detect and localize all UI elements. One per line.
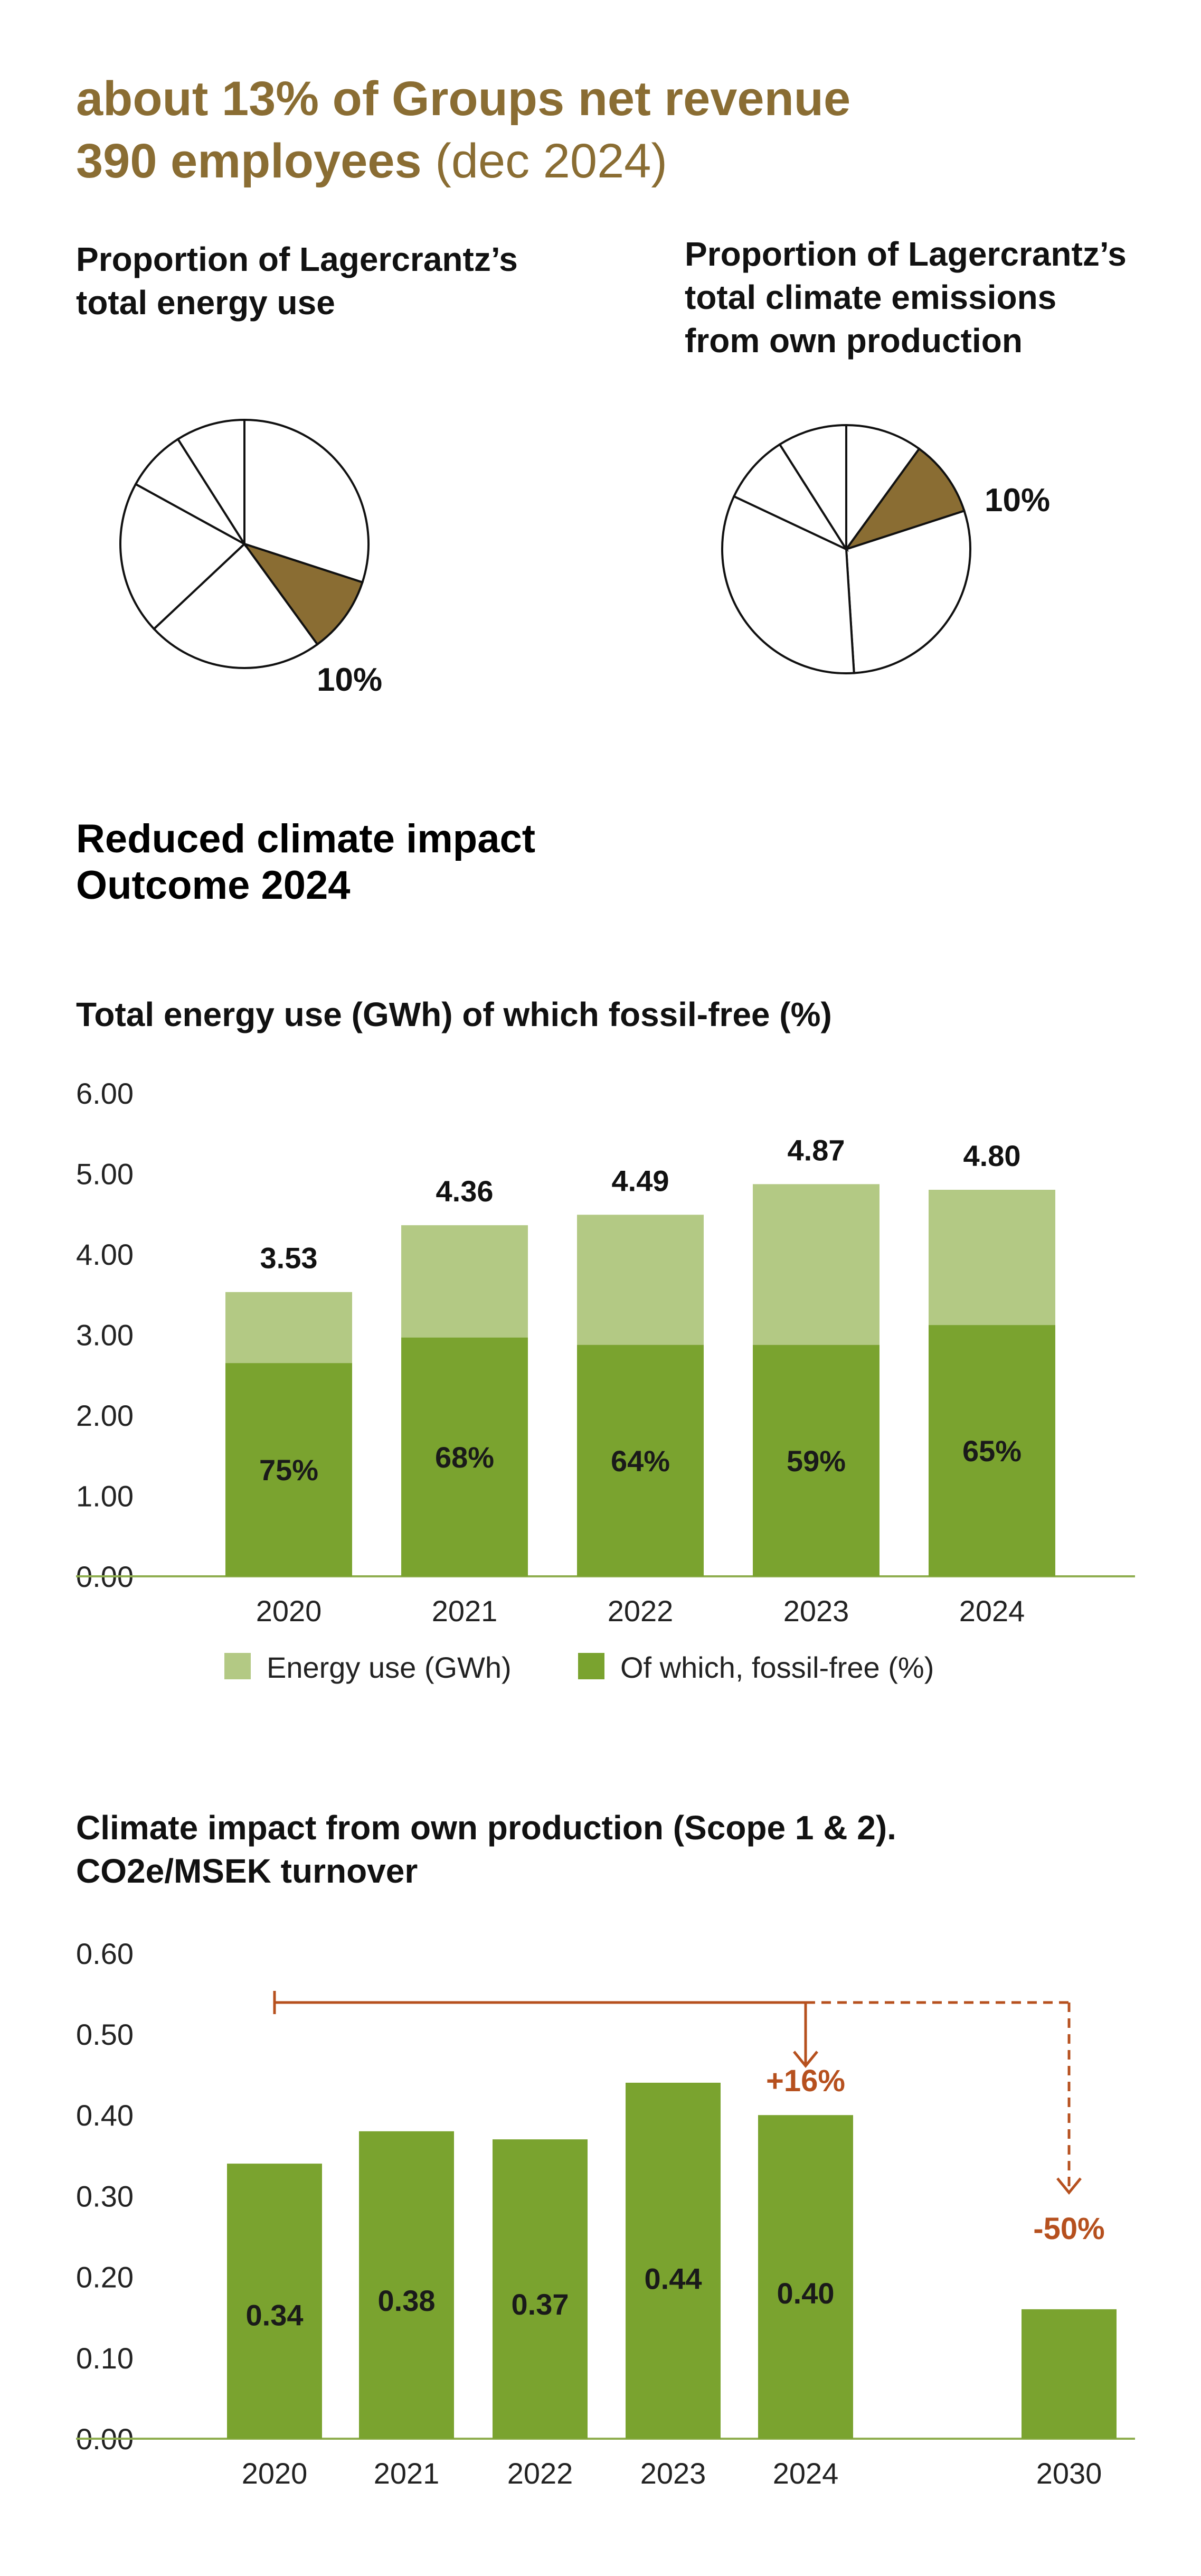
x-tick-label: 2021 [374,2457,440,2490]
y-tick-label: 4.00 [76,1238,134,1271]
y-tick-label: 0.40 [76,2099,134,2132]
y-tick-label: 0.30 [76,2179,134,2213]
energy-total-label: 4.87 [788,1133,845,1167]
pie-slice [243,418,370,584]
y-tick-label: 2.00 [76,1399,134,1432]
y-tick-label: 0.20 [76,2261,134,2294]
climate-bar [626,2082,721,2439]
pie-chart-emissions: 10% [721,424,1050,674]
target-2030-label: -50% [1033,2212,1104,2246]
x-tick-label: 2022 [608,1594,674,1628]
headline-employees: 390 employees (dec 2024) [76,130,850,192]
x-tick-label: 2024 [773,2457,839,2490]
y-tick-label: 5.00 [76,1158,134,1191]
x-tick-label: 2030 [1036,2457,1102,2490]
section-title-line: Outcome 2024 [76,863,351,908]
pie-right-title-line: total climate emissions [685,278,1057,316]
y-tick-label: 1.00 [76,1480,134,1513]
climate-bar [359,2131,454,2439]
climate-bar-label: 0.38 [378,2284,436,2317]
climate-bar [227,2164,322,2439]
fossil-free-label: 59% [787,1444,846,1478]
employees-count: 390 employees [76,134,422,188]
legend-label-fossil-free: Of which, fossil-free (%) [620,1651,934,1684]
pie-chart-energy: 10% [119,418,382,698]
fossil-free-label: 75% [259,1453,318,1487]
pie-right-title: Proportion of Lagercrantz’s total climat… [685,232,1160,362]
fossil-free-label: 65% [962,1434,1022,1468]
x-tick-label: 2023 [783,1594,849,1628]
x-tick-label: 2023 [640,2457,706,2490]
legend-swatch-fossil-free [578,1653,604,1679]
section-title-line: Reduced climate impact [76,816,536,861]
legend-swatch-energy [224,1653,251,1679]
climate-bar-label: 0.34 [246,2299,304,2332]
climate-bar-label: 0.37 [512,2288,569,2321]
fossil-free-bar [753,1345,880,1576]
x-tick-label: 2024 [959,1594,1025,1628]
x-tick-label: 2021 [432,1594,498,1628]
pie-left-title: Proportion of Lagercrantz’s total energy… [76,238,551,324]
pie-right-title-line: Proportion of Lagercrantz’s [685,235,1127,273]
y-tick-label: 0.10 [76,2342,134,2375]
climate-bar [1022,2309,1117,2439]
bar-chart-climate: 0.000.100.200.300.400.500.600.3420200.38… [76,1937,1135,2490]
pie-left-title-line: total energy use [76,284,335,322]
fossil-free-label: 64% [611,1444,670,1478]
energy-total-label: 3.53 [260,1242,318,1275]
pie-slice [152,542,319,669]
legend-label-energy: Energy use (GWh) [267,1651,512,1684]
x-tick-label: 2020 [256,1594,322,1628]
energy-chart-title: Total energy use (GWh) of which fossil-f… [76,995,832,1033]
headline-revenue: about 13% of Groups net revenue [76,72,851,126]
climate-chart-title: Climate impact from own production (Scop… [76,1806,896,1893]
pie-slice [778,424,847,553]
fossil-free-bar [401,1337,528,1576]
fossil-free-bar [929,1325,1055,1576]
pie-left-title-line: Proportion of Lagercrantz’s [76,240,518,278]
y-tick-label: 0.60 [76,1937,134,1970]
pie-right-title-line: from own production [685,322,1023,360]
climate-bar [493,2139,588,2439]
climate-chart-title-line: CO2e/MSEK turnover [76,1852,418,1890]
y-tick-label: 6.00 [76,1077,134,1110]
energy-total-label: 4.49 [612,1164,669,1197]
target-arrow-head [1056,2177,1082,2195]
pie-slice [176,418,245,548]
fossil-free-label: 68% [435,1441,494,1474]
pie-slice [721,495,855,674]
fossil-free-bar [225,1363,352,1576]
climate-bar-label: 0.44 [645,2262,702,2296]
pie-highlight-label: 10% [317,662,382,698]
pie-slice [732,443,849,552]
change-2024-label: +16% [766,2064,845,2098]
change-arrow-head [793,2051,818,2068]
fossil-free-bar [577,1345,704,1576]
pie-slice [845,424,921,553]
x-tick-label: 2022 [507,2457,573,2490]
y-tick-label: 0.50 [76,2018,134,2051]
pie-slice [843,447,966,551]
pie-highlight-label: 10% [985,482,1050,519]
section-title: Reduced climate impact Outcome 2024 [76,816,535,909]
y-tick-label: 3.00 [76,1319,134,1352]
climate-chart-title-line: Climate impact from own production (Scop… [76,1809,896,1847]
bar-chart-energy: 0.001.002.003.004.005.006.003.5375%20204… [76,1077,1135,1684]
climate-bar-label: 0.40 [777,2277,835,2310]
headline: about 13% of Groups net revenue 390 empl… [76,68,850,192]
pie-slice [134,437,245,545]
climate-bar [758,2115,853,2439]
energy-total-label: 4.36 [436,1174,494,1208]
pie-slice [845,509,971,674]
pie-slice [119,483,247,631]
employees-date: (dec 2024) [421,134,668,188]
x-tick-label: 2020 [242,2457,308,2490]
energy-total-label: 4.80 [963,1139,1021,1172]
pie-slice [241,542,364,646]
